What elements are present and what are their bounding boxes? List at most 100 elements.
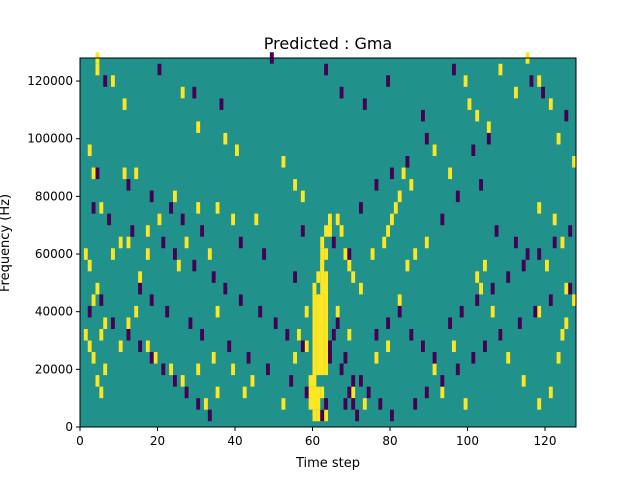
heatmap-cell-high — [312, 386, 321, 410]
heatmap-cell-high — [498, 63, 503, 76]
heatmap-cell-high — [87, 144, 92, 157]
heatmap-cell-low — [397, 305, 402, 318]
heatmap-cell-low — [300, 225, 305, 237]
heatmap-cell-low — [351, 398, 356, 410]
heatmap-cell-high — [231, 213, 236, 226]
heatmap-cell-high — [397, 190, 402, 203]
heatmap-cell-low — [486, 132, 491, 145]
heatmap-cell-high — [223, 132, 228, 145]
heatmap-cell-high — [215, 386, 220, 399]
heatmap-cell-high — [207, 248, 212, 260]
heatmap-cell-low — [390, 409, 394, 422]
heatmap-cell-high — [552, 213, 557, 226]
heatmap-cell-low — [548, 294, 553, 306]
y-tick-label: 0 — [65, 420, 73, 434]
heatmap-cell-low — [258, 305, 263, 318]
heatmap-cell-low — [343, 398, 348, 410]
heatmap-cell-low — [331, 328, 336, 341]
heatmap-cell-low — [324, 63, 329, 76]
heatmap-cell-high — [316, 271, 321, 283]
heatmap-cell-low — [424, 132, 429, 145]
heatmap-cell-high — [215, 305, 220, 318]
heatmap-cell-high — [320, 386, 325, 399]
heatmap-cell-low — [517, 317, 522, 329]
x-tick-label: 120 — [534, 434, 557, 448]
heatmap-cell-high — [424, 236, 429, 249]
heatmap-cell-high — [308, 398, 313, 410]
heatmap-cell-low — [409, 328, 414, 341]
heatmap-cell-high — [463, 75, 468, 87]
heatmap-cell-low — [413, 398, 418, 410]
heatmap-cell-high — [157, 213, 162, 226]
heatmap-cell-low — [111, 317, 115, 329]
heatmap-cell-high — [254, 213, 259, 226]
heatmap-cell-high — [250, 375, 255, 387]
heatmap-cell-high — [537, 305, 542, 318]
heatmap-cell-low — [293, 271, 298, 283]
heatmap-cell-high — [401, 167, 406, 180]
heatmap-cell-high — [196, 363, 201, 376]
heatmap-cell-high — [521, 375, 526, 387]
heatmap-cell-low — [192, 86, 197, 99]
heatmap-cell-low — [483, 340, 487, 353]
heatmap-cell-high — [556, 352, 561, 364]
heatmap-cell-high — [215, 202, 220, 214]
heatmap-cell-low — [521, 259, 526, 272]
heatmap-cell-high — [95, 282, 100, 295]
heatmap-cell-low — [324, 398, 329, 410]
heatmap-cell-high — [328, 225, 332, 237]
heatmap-cell-low — [91, 202, 96, 214]
heatmap-cell-high — [351, 386, 356, 399]
plot-area — [79, 52, 577, 428]
heatmap-cell-high — [103, 363, 108, 376]
heatmap-cell-high — [324, 282, 329, 295]
heatmap-cell-low — [362, 98, 367, 110]
heatmap-cell-high — [304, 305, 309, 318]
heatmap-cell-high — [483, 259, 487, 272]
heatmap-cell-low — [266, 363, 270, 376]
heatmap-cell-low — [351, 375, 356, 387]
heatmap-cell-high — [560, 328, 565, 341]
heatmap-cell-high — [328, 213, 332, 226]
heatmap-cell-high — [564, 317, 569, 329]
heatmap-cell-high — [479, 282, 484, 295]
heatmap-cell-high — [324, 409, 329, 422]
heatmap-cell-low — [506, 271, 511, 283]
heatmap-cell-low — [149, 190, 154, 203]
heatmap-cell-low — [498, 328, 503, 341]
heatmap-cell-low — [424, 386, 429, 399]
heatmap-cell-high — [386, 225, 391, 237]
heatmap-cell-high — [351, 271, 356, 283]
heatmap-cell-low — [455, 363, 460, 376]
heatmap-cell-low — [227, 340, 232, 353]
heatmap-cell-high — [320, 259, 325, 272]
heatmap-cell-high — [91, 167, 96, 180]
heatmap-cell-low — [331, 236, 336, 249]
heatmap-cell-high — [490, 305, 495, 318]
heatmap-cell-high — [432, 144, 437, 157]
heatmap-cell-high — [235, 144, 239, 157]
heatmap-cell-high — [467, 98, 472, 110]
heatmap-cell-high — [118, 340, 123, 353]
heatmap-cell-low — [238, 294, 243, 306]
heatmap-cell-low — [192, 259, 197, 272]
heatmap-cell-low — [471, 352, 476, 364]
heatmap-cell-low — [533, 305, 538, 318]
heatmap-cell-high — [316, 294, 321, 306]
y-tick-label: 40000 — [35, 305, 73, 319]
y-tick-label: 120000 — [27, 74, 73, 88]
heatmap-cell-high — [95, 375, 100, 387]
heatmap-cell-high — [87, 259, 92, 272]
heatmap-cell-high — [413, 248, 418, 260]
heatmap-cell-low — [99, 294, 104, 306]
heatmap-cell-high — [180, 86, 185, 99]
heatmap-cell-low — [149, 352, 154, 364]
heatmap-cell-low — [169, 202, 174, 214]
heatmap-cell-high — [312, 305, 317, 387]
heatmap-cell-high — [153, 352, 158, 364]
heatmap-cells — [83, 52, 577, 422]
heatmap-cell-low — [564, 109, 569, 122]
heatmap-cell-high — [111, 248, 115, 260]
heatmap-cell-high — [335, 213, 340, 226]
x-tick-label: 80 — [382, 434, 397, 448]
